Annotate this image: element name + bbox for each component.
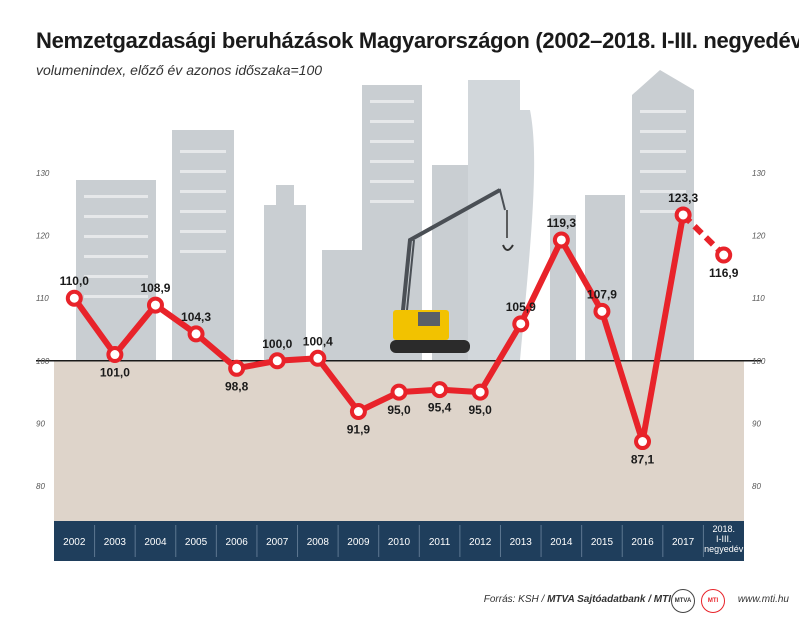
- data-label: 91,9: [347, 423, 371, 437]
- x-tick-label: 2009: [347, 537, 370, 548]
- data-label: 105,9: [506, 300, 536, 314]
- series-line: [71, 212, 726, 445]
- data-label: 123,3: [668, 191, 698, 205]
- data-label: 116,9: [709, 266, 739, 280]
- data-label: 110,0: [60, 274, 90, 288]
- data-point: [65, 289, 83, 307]
- y-tick-label-right: 100: [752, 357, 766, 366]
- x-tick-label: 2007: [266, 537, 289, 548]
- x-tick-label: 2016: [631, 537, 654, 548]
- source-text: Forrás: KSH / MTVA Sajtóadatbank / MTI: [483, 594, 671, 605]
- data-point: [552, 231, 570, 249]
- crane-illustration: [390, 188, 514, 353]
- data-label: 108,9: [140, 281, 170, 295]
- x-axis-band-bg: [54, 521, 744, 561]
- y-tick-label: 120: [36, 232, 50, 241]
- series-line-solid: [71, 214, 687, 445]
- data-point: [674, 206, 692, 224]
- footer: Forrás: KSH / MTVA Sajtóadatbank / MTI M…: [0, 584, 799, 622]
- data-point: [593, 302, 611, 320]
- y-tick-label-right: 120: [752, 232, 766, 241]
- y-tick-label: 100: [36, 357, 50, 366]
- chart-title: Nemzetgazdasági beruházások Magyarország…: [36, 28, 799, 53]
- data-label: 95,0: [468, 403, 492, 417]
- data-point: [715, 246, 733, 264]
- x-tick-label: 2002: [63, 537, 86, 548]
- data-point: [634, 433, 652, 451]
- data-point: [228, 359, 246, 377]
- data-label: 107,9: [587, 287, 617, 301]
- chart-subtitle: volumenindex, előző év azonos időszaka=1…: [36, 62, 323, 78]
- data-point: [431, 381, 449, 399]
- data-points: [65, 206, 733, 451]
- data-point: [268, 352, 286, 370]
- data-point: [390, 383, 408, 401]
- data-label: 100,4: [303, 334, 333, 348]
- mti-logo: MTI: [701, 589, 725, 613]
- data-label: 98,8: [225, 379, 249, 393]
- data-point: [471, 383, 489, 401]
- x-tick-label: 2005: [185, 537, 208, 548]
- y-tick-label: 110: [36, 294, 49, 303]
- x-tick-label: 2008: [307, 537, 330, 548]
- data-label: 87,1: [631, 453, 655, 467]
- y-axis-right: 130 120 110 100 90 80: [752, 169, 766, 491]
- x-tick-label: 2011: [429, 537, 451, 548]
- data-point: [309, 349, 327, 367]
- x-tick-label: 2015: [591, 537, 614, 548]
- y-tick-label-right: 80: [752, 482, 761, 491]
- data-label: 95,4: [428, 401, 452, 415]
- x-tick-label: 2006: [226, 537, 249, 548]
- data-point: [106, 346, 124, 364]
- data-label: 95,0: [387, 403, 411, 417]
- data-point: [349, 403, 367, 421]
- data-point: [512, 315, 530, 333]
- x-tick-label: 2004: [144, 537, 167, 548]
- data-label: 100,0: [262, 337, 292, 351]
- data-label: 101,0: [100, 366, 130, 380]
- data-label: 119,3: [547, 216, 577, 230]
- y-tick-label: 90: [36, 419, 45, 428]
- mtva-logo: MTVA: [671, 589, 695, 613]
- x-tick-label: 2003: [104, 537, 127, 548]
- y-axis-left: 130 120 110 100 90 80: [36, 169, 50, 491]
- site-url: www.mti.hu: [737, 594, 789, 605]
- skyline-illustration: [76, 70, 694, 360]
- x-tick-label: 2013: [510, 537, 533, 548]
- x-tick-label: 2014: [550, 537, 573, 548]
- data-point: [187, 325, 205, 343]
- y-tick-label-right: 90: [752, 419, 761, 428]
- x-tick-label: 2012: [469, 537, 492, 548]
- data-point: [146, 296, 164, 314]
- y-tick-label: 130: [36, 169, 50, 178]
- y-tick-label-right: 110: [752, 294, 765, 303]
- y-tick-label-right: 130: [752, 169, 766, 178]
- x-tick-label: 2017: [672, 537, 695, 548]
- data-label: 104,3: [181, 310, 211, 324]
- x-axis-band: 2002 2003 2004 2005 2006 2007 2008 2009 2010 2011…: [54, 521, 744, 561]
- building-windows: [84, 100, 686, 298]
- series-line-dashed: [681, 212, 726, 258]
- x-tick-label: 2010: [388, 537, 411, 548]
- y-tick-label: 80: [36, 482, 45, 491]
- x-tick-label: 2018. I-III. negyedév: [704, 524, 744, 554]
- data-labels: 110,0 101,0 108,9 104,3 98,8 100,0 100,4 91,9 95…: [60, 191, 739, 467]
